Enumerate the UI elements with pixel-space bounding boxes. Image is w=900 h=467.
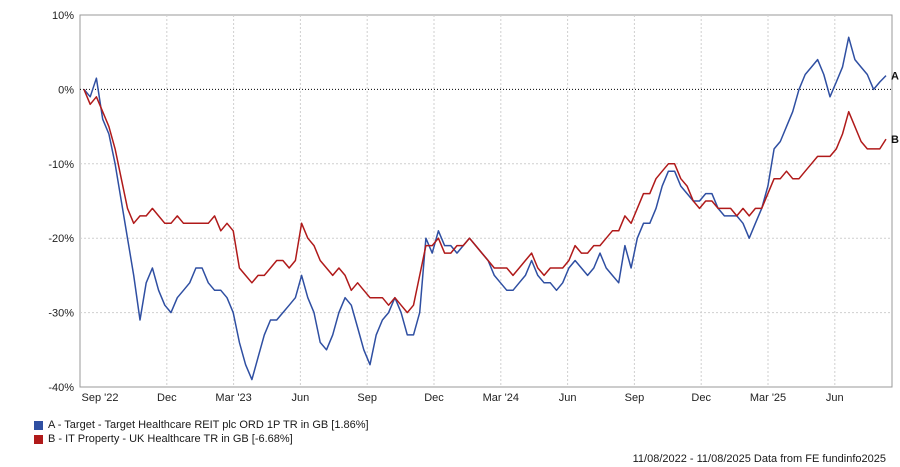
x-tick-label: Jun <box>559 392 577 404</box>
x-tick-label: Mar '25 <box>750 392 786 404</box>
legend: A - Target - Target Healthcare REIT plc … <box>34 418 369 446</box>
line-chart: 10% 0% -10% -20% -30% -40% Sep '22 Dec Mar '23 J… <box>48 10 899 404</box>
series-line-b <box>83 89 887 314</box>
y-tick-label: -10% <box>48 159 74 171</box>
gridlines <box>80 15 892 387</box>
legend-label-a: A - Target - Target Healthcare REIT plc … <box>48 419 369 431</box>
y-tick-label: 0% <box>58 84 74 96</box>
x-tick-label: Mar '24 <box>483 392 519 404</box>
series-end-label-a: A <box>891 71 899 83</box>
x-tick-label: Jun <box>826 392 844 404</box>
y-tick-label: -20% <box>48 233 74 245</box>
x-tick-label: Dec <box>691 392 711 404</box>
y-tick-label: -40% <box>48 382 74 394</box>
x-tick-label: Dec <box>157 392 177 404</box>
x-tick-label: Jun <box>292 392 310 404</box>
x-tick-label: Dec <box>424 392 444 404</box>
x-tick-label: Sep '22 <box>82 392 119 404</box>
legend-item-b: B - IT Property - UK Healthcare TR in GB… <box>34 432 369 446</box>
y-axis: 10% 0% -10% -20% -30% -40% <box>48 10 74 394</box>
x-tick-label: Sep <box>625 392 645 404</box>
y-tick-label: 10% <box>52 10 74 22</box>
plot-border <box>79 14 893 388</box>
legend-item-a: A - Target - Target Healthcare REIT plc … <box>34 418 369 432</box>
series-end-labels: AB <box>891 71 899 147</box>
series-lines <box>83 36 887 381</box>
series-end-label-b: B <box>891 134 899 146</box>
x-tick-label: Mar '23 <box>215 392 251 404</box>
x-tick-label: Sep <box>357 392 377 404</box>
footer-date-range: 11/08/2022 - 11/08/2025 Data from FE fun… <box>632 453 886 465</box>
legend-swatch-a <box>34 420 43 430</box>
x-axis: Sep '22 Dec Mar '23 Jun Sep Dec Mar '24 Jun Sep D… <box>82 392 844 404</box>
legend-swatch-b <box>34 434 43 444</box>
series-line-a <box>83 36 887 381</box>
legend-label-b: B - IT Property - UK Healthcare TR in GB… <box>48 433 293 445</box>
y-tick-label: -30% <box>48 308 74 320</box>
